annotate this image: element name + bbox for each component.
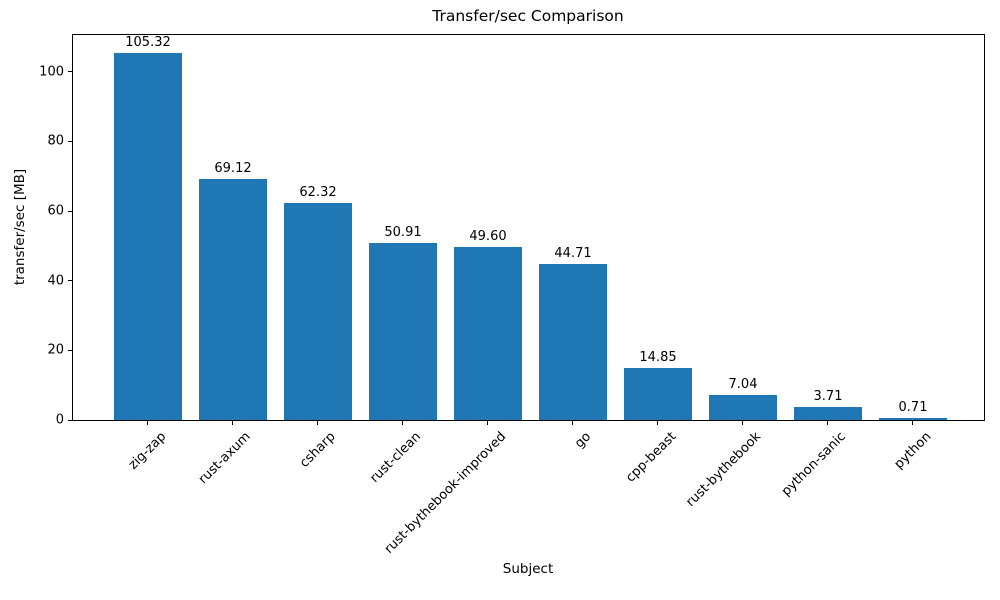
bar (879, 418, 947, 420)
y-tick-label: 0 (55, 412, 64, 428)
x-tick-label: rust-axum (196, 429, 254, 488)
bar (199, 179, 267, 420)
x-tick-mark (402, 421, 403, 425)
x-axis-label: Subject (502, 561, 554, 577)
y-tick-label: 100 (39, 64, 64, 80)
x-tick-mark (572, 421, 573, 425)
y-tick-label: 20 (47, 342, 64, 358)
bar-value-label: 3.71 (813, 389, 843, 404)
y-tick-mark (68, 210, 72, 212)
bar (114, 53, 182, 420)
bar-value-label: 50.91 (384, 225, 422, 240)
x-tick-mark (657, 421, 658, 425)
x-tick-mark (827, 421, 828, 425)
bar-value-label: 44.71 (554, 246, 592, 261)
x-tick-label: rust-bythebook (683, 429, 764, 510)
chart-title: Transfer/sec Comparison (432, 7, 624, 25)
x-tick-mark (317, 421, 318, 425)
y-tick-mark (68, 280, 72, 282)
y-tick-label: 60 (47, 203, 64, 219)
x-tick-label: go (571, 429, 594, 452)
x-tick-mark (742, 421, 743, 425)
x-tick-label: rust-clean (367, 429, 424, 486)
bar-value-label: 105.32 (125, 35, 171, 50)
x-tick-mark (487, 421, 488, 425)
bar (284, 203, 352, 420)
bar (624, 368, 692, 420)
bar-value-label: 69.12 (214, 161, 252, 176)
bar (539, 264, 607, 420)
y-tick-mark (68, 419, 72, 421)
bar (794, 407, 862, 420)
x-tick-mark (147, 421, 148, 425)
bar (369, 243, 437, 420)
y-tick-mark (68, 71, 72, 73)
y-tick-label: 80 (47, 133, 64, 149)
bar-value-label: 62.32 (299, 185, 337, 200)
x-tick-mark (232, 421, 233, 425)
x-tick-label: zig-zap (125, 429, 169, 473)
y-tick-label: 40 (47, 273, 64, 289)
x-tick-label: python (891, 429, 934, 473)
bar-value-label: 14.85 (639, 350, 677, 365)
y-tick-mark (68, 349, 72, 351)
bar-value-label: 49.60 (469, 229, 507, 244)
bar (454, 247, 522, 420)
x-tick-label: cpp-beast (622, 429, 679, 486)
x-tick-mark (912, 421, 913, 425)
bar (709, 395, 777, 420)
bar-value-label: 7.04 (728, 377, 758, 392)
plot-area: 105.32 69.12 62.32 50.91 49.60 44.71 14.85 7.04… (72, 34, 985, 421)
x-tick-label: python-sanic (778, 429, 849, 500)
y-tick-mark (68, 140, 72, 142)
y-axis-label: transfer/sec [MB] (12, 168, 28, 286)
x-tick-label: csharp (297, 429, 339, 471)
bar-value-label: 0.71 (898, 400, 928, 415)
